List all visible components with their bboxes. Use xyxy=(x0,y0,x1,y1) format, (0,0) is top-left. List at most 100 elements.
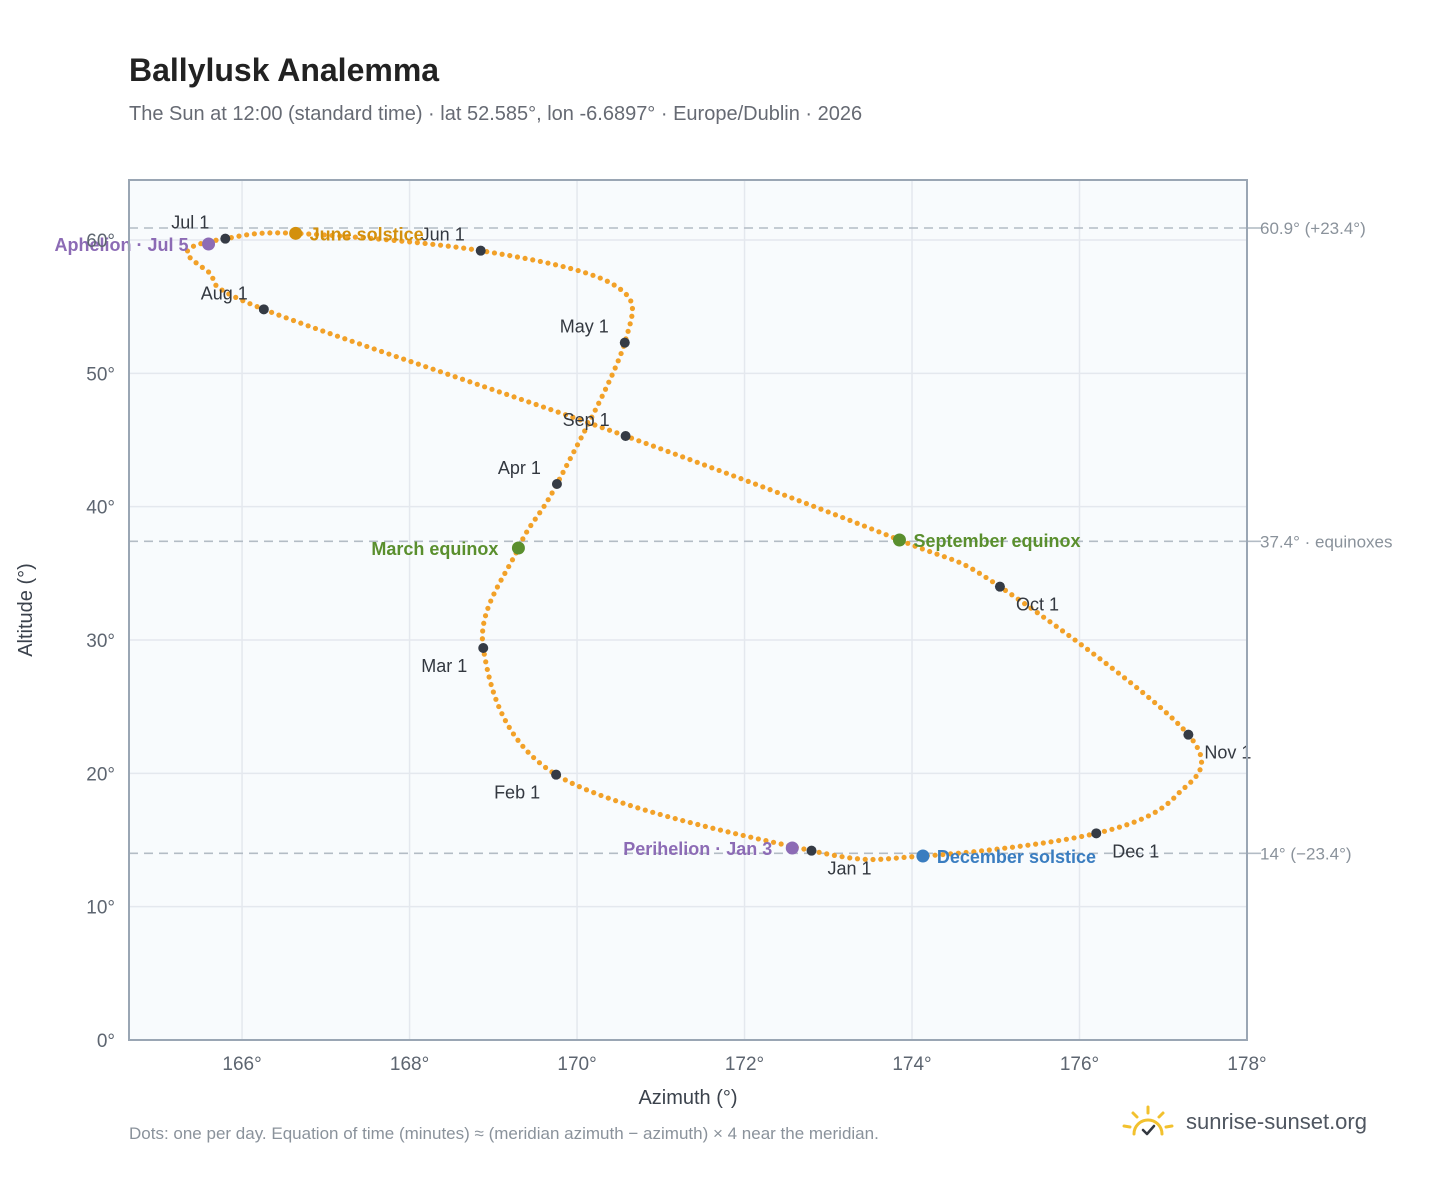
daily-dot xyxy=(803,500,810,507)
daily-dot xyxy=(1121,675,1128,681)
reference-line-label: 14° (−23.4°) xyxy=(1260,844,1352,863)
month-marker xyxy=(258,304,269,315)
daily-dot xyxy=(1140,689,1146,696)
reference-lines: 60.9° (+23.4°) 37.4° · equinoxes 14° (−23.… xyxy=(129,219,1393,863)
daily-dot xyxy=(496,389,502,395)
daily-dot xyxy=(391,237,397,243)
daily-dot xyxy=(650,809,656,815)
daily-dot xyxy=(627,321,633,327)
x-tick-label: 168° xyxy=(390,1054,429,1075)
month-label: Jan 1 xyxy=(828,859,872,879)
daily-dot xyxy=(604,278,610,284)
daily-dot xyxy=(1101,828,1108,834)
daily-dot xyxy=(515,737,521,743)
daily-dot xyxy=(1103,660,1109,667)
daily-dot xyxy=(533,401,539,408)
daily-dot xyxy=(537,510,543,516)
daily-dot xyxy=(321,232,327,238)
daily-dot xyxy=(725,829,731,835)
daily-dot xyxy=(334,333,341,339)
daily-dot xyxy=(578,435,584,441)
event-marker xyxy=(892,533,906,547)
daily-dot xyxy=(259,230,265,236)
daily-dot xyxy=(251,231,257,237)
daily-dot xyxy=(629,313,635,319)
daily-dot xyxy=(226,291,232,297)
daily-dot xyxy=(1115,670,1122,676)
daily-dot xyxy=(1116,824,1123,830)
daily-dot xyxy=(723,470,729,476)
y-axis-label: Altitude (°) xyxy=(15,563,37,657)
daily-dot xyxy=(520,536,526,542)
daily-dot xyxy=(885,856,892,862)
month-marker xyxy=(551,479,562,489)
daily-dot xyxy=(210,275,216,281)
daily-dot xyxy=(506,563,512,570)
brand-logo[interactable]: sunrise-sunset.org xyxy=(1120,1104,1367,1140)
daily-dot xyxy=(488,681,494,688)
daily-dot xyxy=(599,425,605,431)
daily-dot xyxy=(1197,767,1203,773)
daily-dot xyxy=(1079,833,1085,840)
daily-dot xyxy=(869,526,875,532)
daily-dot xyxy=(934,551,940,557)
daily-dot xyxy=(240,298,246,304)
daily-dot xyxy=(710,825,716,831)
daily-dot xyxy=(548,406,554,413)
daily-dot xyxy=(368,235,374,241)
daily-dot xyxy=(1025,842,1031,848)
daily-dot xyxy=(590,272,596,278)
daily-dot xyxy=(1165,800,1171,806)
daily-dot xyxy=(623,291,630,298)
daily-dot xyxy=(1176,789,1182,796)
daily-dot xyxy=(609,372,615,378)
daily-dot xyxy=(430,241,436,247)
daily-dot xyxy=(1193,773,1199,780)
daily-dot xyxy=(329,232,335,239)
daily-dot xyxy=(1159,805,1165,811)
daily-dot xyxy=(1059,628,1066,634)
daily-dot xyxy=(1015,596,1021,602)
daily-dot xyxy=(526,399,532,405)
daily-dot xyxy=(1009,592,1015,598)
daily-dot xyxy=(423,364,429,370)
daily-dot xyxy=(1091,651,1097,657)
daily-dot xyxy=(694,459,700,465)
daily-dot xyxy=(199,264,205,270)
chart-title: Ballylusk Analemma xyxy=(129,52,440,88)
y-tick-label: 0° xyxy=(97,1031,115,1052)
daily-dot xyxy=(371,346,377,352)
daily-dot xyxy=(774,489,780,496)
daily-dot xyxy=(298,320,304,326)
daily-dot xyxy=(1048,839,1054,845)
daily-dot xyxy=(831,852,837,858)
daily-dot xyxy=(493,696,499,702)
daily-dot xyxy=(522,255,528,262)
daily-dot xyxy=(732,831,739,837)
daily-dot xyxy=(1190,738,1196,744)
daily-dot xyxy=(717,827,724,833)
daily-dot xyxy=(407,239,413,245)
daily-dot xyxy=(1194,744,1200,751)
daily-dot xyxy=(267,230,273,236)
daily-dot xyxy=(524,529,530,535)
daily-dot xyxy=(636,438,642,444)
daily-dot xyxy=(665,448,671,455)
month-label: Mar 1 xyxy=(421,656,467,676)
daily-dot xyxy=(839,854,845,860)
daily-dot xyxy=(932,852,938,858)
daily-dot xyxy=(847,517,853,523)
daily-dot xyxy=(545,260,551,266)
daily-dot xyxy=(1041,614,1047,620)
daily-dot xyxy=(507,252,513,259)
daily-dot xyxy=(531,754,537,761)
daily-dot xyxy=(562,777,568,783)
daily-dot xyxy=(832,512,839,518)
daily-dot xyxy=(536,760,543,766)
daily-dot xyxy=(541,503,547,509)
daily-dot xyxy=(283,315,289,321)
daily-dot xyxy=(1066,632,1072,639)
month-marker xyxy=(619,337,630,348)
daily-dot xyxy=(592,422,598,428)
daily-dot xyxy=(213,237,219,243)
